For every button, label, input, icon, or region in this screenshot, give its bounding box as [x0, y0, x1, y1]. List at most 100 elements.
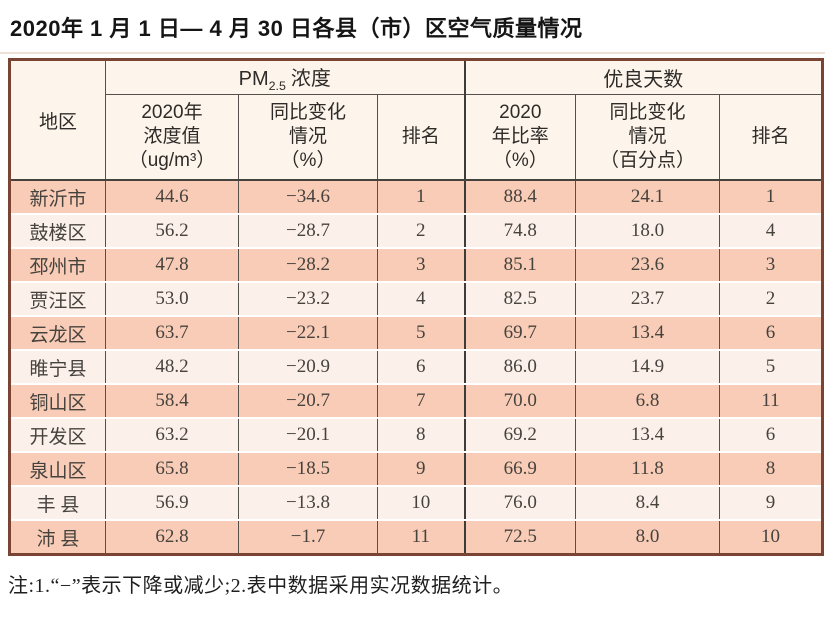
column-header-pm-rank: 排名	[376, 94, 466, 181]
pm-value-cell: 48.2	[105, 349, 239, 385]
days-change-cell: 24.1	[575, 179, 721, 215]
days-rate-cell: 66.9	[463, 451, 577, 487]
days-change-cell: 14.9	[575, 349, 721, 385]
table-row: 邳州市 47.8 −28.2 3 85.1 23.6 3	[9, 247, 824, 283]
days-rate-cell: 72.5	[463, 519, 577, 556]
table-row: 鼓楼区 56.2 −28.7 2 74.8 18.0 4	[9, 213, 824, 249]
air-quality-table: 地区 PM2.5 浓度 优良天数 2020年 浓度值 （ug/m³） 同比变化 情…	[8, 58, 825, 556]
table-row: 丰 县 56.9 −13.8 10 76.0 8.4 9	[9, 485, 824, 521]
days-change-cell: 11.8	[575, 451, 721, 487]
days-change-cell: 23.7	[575, 281, 721, 317]
days-rank-cell: 2	[719, 281, 824, 317]
pm-rank-cell: 7	[376, 383, 466, 419]
days-rate-cell: 76.0	[463, 485, 577, 521]
pm-value-cell: 56.2	[105, 213, 239, 249]
pm-value-cell: 44.6	[105, 179, 239, 215]
pm-change-cell: −13.8	[238, 485, 378, 521]
page-title: 2020年 1 月 1 日— 4 月 30 日各县（市）区空气质量情况	[10, 16, 583, 41]
region-cell: 开发区	[9, 417, 106, 453]
days-change-cell: 6.8	[575, 383, 721, 419]
table-row: 贾汪区 53.0 −23.2 4 82.5 23.7 2	[9, 281, 824, 317]
pm-change-cell: −20.1	[238, 417, 378, 453]
table-body: 新沂市 44.6 −34.6 1 88.4 24.1 1 鼓楼区 56.2 −28.7 2 74.8 1…	[9, 179, 824, 556]
table-row: 沛 县 62.8 −1.7 11 72.5 8.0 10	[9, 519, 824, 556]
days-change-cell: 13.4	[575, 315, 721, 351]
days-rate-cell: 86.0	[463, 349, 577, 385]
table-row: 铜山区 58.4 −20.7 7 70.0 6.8 11	[9, 383, 824, 419]
pm-value-cell: 65.8	[105, 451, 239, 487]
region-cell: 鼓楼区	[9, 213, 106, 249]
footnote: 注:1.“−”表示下降或减少;2.表中数据采用实况数据统计。	[8, 575, 514, 597]
days-rank-cell: 10	[719, 519, 824, 556]
region-cell: 丰 县	[9, 485, 106, 521]
region-cell: 睢宁县	[9, 349, 106, 385]
column-group-pm25: PM2.5 浓度	[104, 59, 466, 95]
pm-rank-cell: 1	[376, 179, 466, 215]
pm-value-cell: 63.7	[105, 315, 239, 351]
days-rank-cell: 9	[719, 485, 824, 521]
region-cell: 云龙区	[9, 315, 106, 351]
days-rank-cell: 11	[719, 383, 824, 419]
days-rate-cell: 85.1	[463, 247, 577, 283]
pm-rank-cell: 11	[376, 519, 466, 556]
region-cell: 贾汪区	[9, 281, 106, 317]
region-cell: 铜山区	[9, 383, 106, 419]
days-rate-cell: 69.7	[463, 315, 577, 351]
pm-change-cell: −28.7	[238, 213, 378, 249]
pm-value-cell: 62.8	[105, 519, 239, 556]
pm-change-cell: −18.5	[238, 451, 378, 487]
days-rank-cell: 5	[719, 349, 824, 385]
pm-value-cell: 56.9	[105, 485, 239, 521]
region-cell: 新沂市	[9, 179, 106, 215]
days-rate-cell: 82.5	[463, 281, 577, 317]
table-row: 开发区 63.2 −20.1 8 69.2 13.4 6	[9, 417, 824, 453]
good-days-group-label: 优良天数	[603, 69, 684, 91]
days-change-cell: 13.4	[575, 417, 721, 453]
pm-change-cell: −22.1	[238, 315, 378, 351]
title-divider	[0, 52, 825, 54]
days-change-cell: 8.0	[575, 519, 721, 556]
column-header-pm-value: 2020年 浓度值 （ug/m³）	[105, 94, 239, 181]
pm-rank-cell: 9	[376, 451, 466, 487]
pm-value-cell: 63.2	[105, 417, 239, 453]
pm-change-cell: −34.6	[238, 179, 378, 215]
days-rank-cell: 8	[719, 451, 824, 487]
region-cell: 沛 县	[9, 519, 106, 556]
column-header-days-rank: 排名	[719, 94, 824, 181]
pm-change-cell: −23.2	[238, 281, 378, 317]
pm-change-cell: −20.7	[238, 383, 378, 419]
pm-change-cell: −1.7	[238, 519, 378, 556]
column-header-days-change: 同比变化 情况 （百分点）	[575, 94, 721, 181]
days-rank-cell: 6	[719, 315, 824, 351]
days-change-cell: 18.0	[575, 213, 721, 249]
days-change-cell: 23.6	[575, 247, 721, 283]
column-header-pm-change: 同比变化 情况 （%）	[238, 94, 378, 181]
pm-change-cell: −28.2	[238, 247, 378, 283]
days-rank-cell: 6	[719, 417, 824, 453]
table-row: 睢宁县 48.2 −20.9 6 86.0 14.9 5	[9, 349, 824, 385]
days-rank-cell: 3	[719, 247, 824, 283]
pm-value-cell: 58.4	[105, 383, 239, 419]
days-rate-cell: 69.2	[463, 417, 577, 453]
pm-rank-cell: 3	[376, 247, 466, 283]
pm-value-cell: 47.8	[105, 247, 239, 283]
pm-rank-cell: 5	[376, 315, 466, 351]
table-row: 泉山区 65.8 −18.5 9 66.9 11.8 8	[9, 451, 824, 487]
table-row: 云龙区 63.7 −22.1 5 69.7 13.4 6	[9, 315, 824, 351]
pm-rank-cell: 4	[376, 281, 466, 317]
days-rate-cell: 88.4	[463, 179, 577, 215]
region-cell: 邳州市	[9, 247, 106, 283]
days-rate-cell: 70.0	[463, 383, 577, 419]
pm-rank-cell: 2	[376, 213, 466, 249]
pm-rank-cell: 8	[376, 417, 466, 453]
region-cell: 泉山区	[9, 451, 106, 487]
header-sub-row: 2020年 浓度值 （ug/m³） 同比变化 情况 （%） 排名 2020 年比…	[10, 94, 824, 181]
pm-change-cell: −20.9	[238, 349, 378, 385]
pm-value-cell: 53.0	[105, 281, 239, 317]
column-header-days-rate: 2020 年比率 （%）	[463, 94, 577, 181]
header-group-row: 地区 PM2.5 浓度 优良天数	[9, 59, 824, 181]
days-rate-cell: 74.8	[463, 213, 577, 249]
pm25-group-label: PM2.5 浓度	[238, 68, 331, 93]
days-rank-cell: 4	[719, 213, 824, 249]
